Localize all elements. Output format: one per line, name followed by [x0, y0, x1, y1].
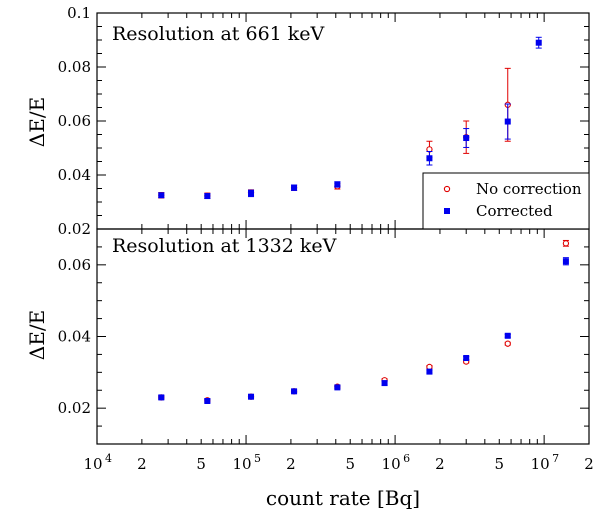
y-tick-label: 0.1: [67, 4, 91, 22]
x-tick-label: 5: [196, 455, 206, 473]
data-point-corrected: [204, 398, 211, 404]
data-point-corrected: [291, 184, 298, 191]
x-tick-label: 5: [494, 455, 504, 473]
x-tick-label: 2: [286, 455, 296, 473]
y-axis-label-top: ΔE/E: [25, 97, 49, 147]
x-tick-exponent: 5: [254, 452, 261, 465]
legend-box: [422, 172, 590, 230]
y-tick-label: 0.06: [58, 112, 91, 130]
plot-frame-bottom: [96, 228, 590, 445]
legend-marker-corrected: [444, 208, 450, 214]
panel-title-661kev: Resolution at 661 keV: [112, 23, 325, 45]
data-point-corrected: [158, 394, 165, 401]
data-point-corrected: [334, 384, 341, 391]
x-tick-exponent: 7: [552, 452, 559, 465]
y-tick-label: 0.04: [58, 328, 91, 346]
data-point-corrected: [426, 155, 433, 162]
y-tick-label: 0.08: [58, 58, 91, 76]
x-tick-label: 2: [584, 455, 594, 473]
legend-label-corrected: Corrected: [476, 202, 553, 220]
legend-label-no-correction: No correction: [476, 180, 582, 198]
x-axis-label: count rate [Bq]: [266, 486, 420, 510]
y-tick-label: 0.04: [58, 166, 91, 184]
data-point-corrected: [535, 39, 542, 46]
data-point-corrected: [504, 332, 511, 339]
y-tick-label: 0.06: [58, 256, 91, 274]
data-point-corrected: [248, 393, 255, 400]
x-tick-label: 10: [232, 455, 251, 473]
x-tick-exponent: 6: [403, 452, 410, 465]
data-point-corrected: [204, 193, 211, 200]
data-point-corrected: [334, 181, 341, 188]
data-point-corrected: [504, 118, 511, 125]
data-point-no-correction: [562, 240, 570, 247]
y-tick-label: 0.02: [58, 220, 91, 238]
y-tick-label: 0.02: [58, 399, 91, 417]
panel-661kev: Resolution at 661 keV 0.02 0.04 0.06 0.08 0.…: [58, 4, 590, 238]
data-point-corrected: [562, 258, 569, 265]
data-point-corrected: [463, 355, 470, 361]
x-tick-label: 2: [435, 455, 445, 473]
data-point-corrected: [381, 380, 388, 387]
legend: No correction Corrected: [422, 172, 590, 230]
x-tick-label: 10: [83, 455, 102, 473]
x-tick-label: 5: [345, 455, 355, 473]
panel-1332kev: Resolution at 1332 keV 0.02 0.04 0.06: [58, 228, 590, 445]
data-point-corrected: [248, 190, 255, 197]
y-axis-label-bottom: ΔE/E: [25, 310, 49, 360]
data-point-no-correction: [504, 340, 511, 347]
panel-title-1332kev: Resolution at 1332 keV: [112, 235, 337, 257]
x-tick-label: 10: [531, 455, 550, 473]
data-point-corrected: [426, 368, 433, 375]
data-point-corrected: [291, 388, 298, 395]
x-tick-exponent: 4: [105, 452, 112, 465]
data-point-corrected: [158, 192, 165, 199]
x-tick-label: 2: [137, 455, 147, 473]
x-tick-label: 10: [382, 455, 401, 473]
legend-marker-no-correction: [443, 185, 451, 193]
data-point-corrected: [463, 135, 470, 142]
